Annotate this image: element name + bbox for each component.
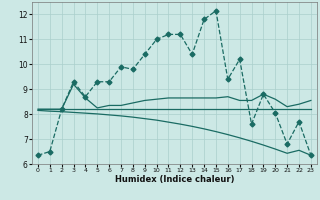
X-axis label: Humidex (Indice chaleur): Humidex (Indice chaleur) <box>115 175 234 184</box>
